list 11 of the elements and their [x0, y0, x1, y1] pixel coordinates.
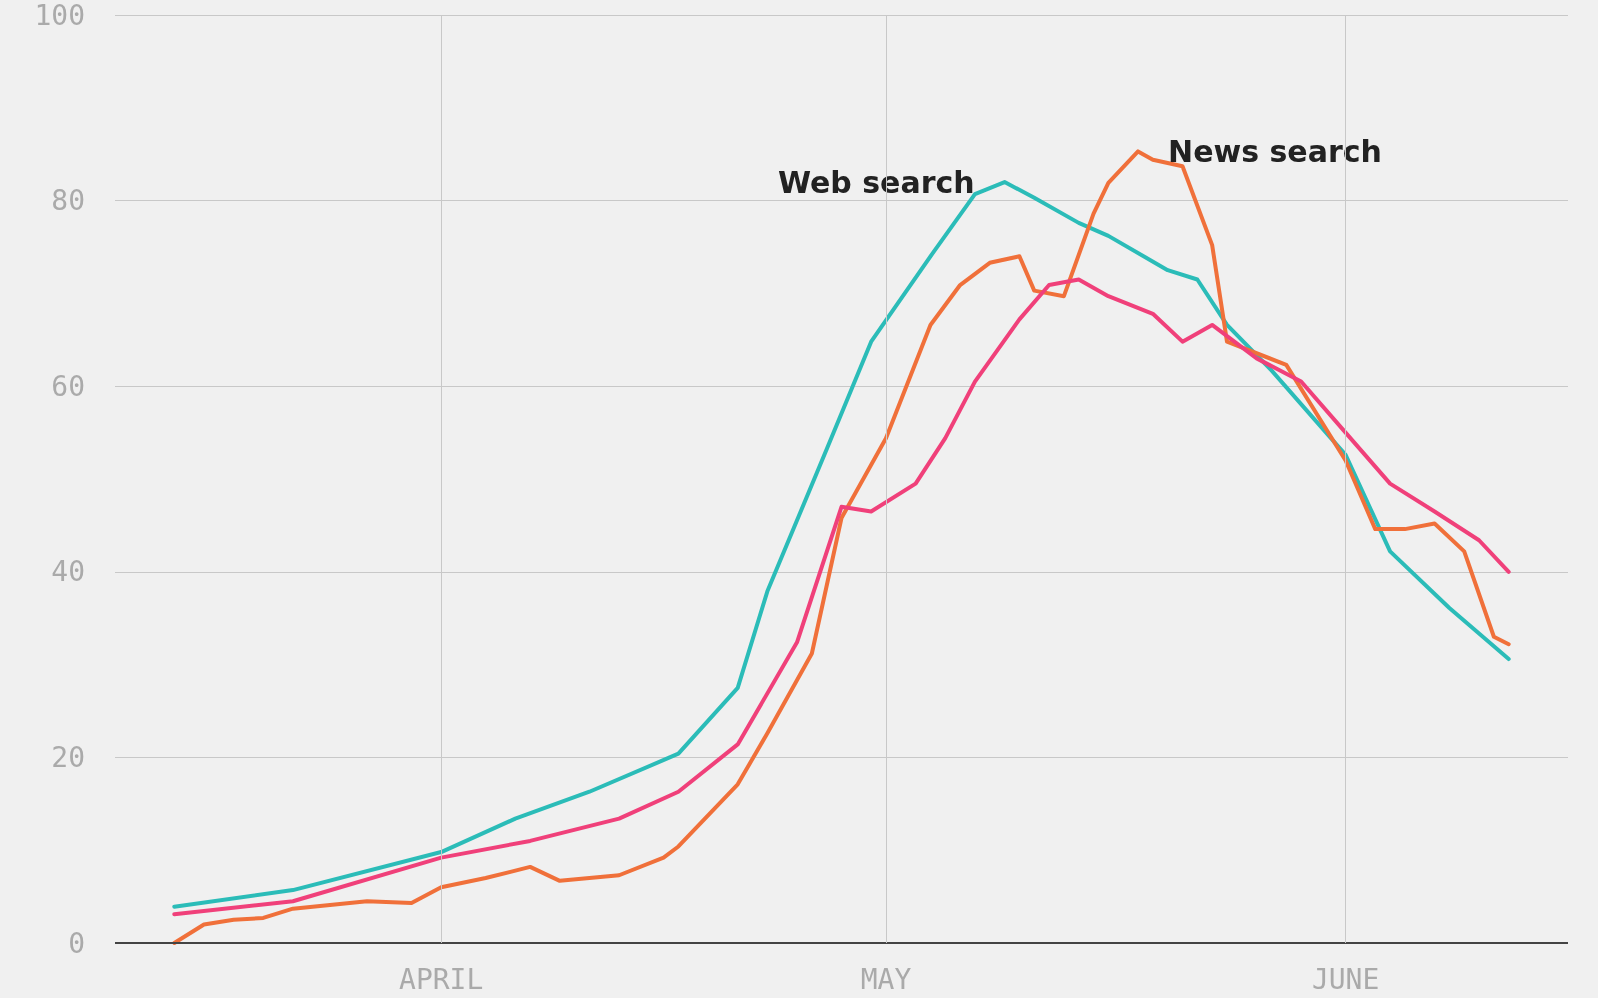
series-label: Web search [777, 164, 975, 200]
y-tick-label: 20 [51, 740, 85, 774]
y-tick-label: 100 [34, 0, 85, 32]
y-tick-label: 40 [51, 555, 85, 589]
x-tick-label: JUNE [1311, 962, 1380, 996]
y-tick-label: 60 [51, 369, 85, 403]
y-tick-label: 0 [68, 926, 85, 960]
y-tick-label: 80 [51, 184, 85, 218]
x-tick-label: MAY [860, 962, 912, 996]
series-label: News search [1168, 133, 1382, 169]
x-tick-label: APRIL [399, 962, 484, 996]
